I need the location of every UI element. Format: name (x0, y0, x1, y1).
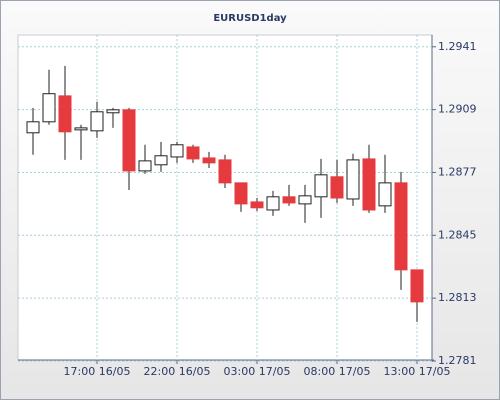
x-tick-label: 13:00 17/05 (384, 365, 451, 378)
candle-body (378, 182, 392, 207)
candle-body (330, 176, 344, 199)
y-tick-label: 1.2877 (438, 165, 477, 178)
candle-body (122, 109, 136, 172)
y-tick-label: 1.2909 (438, 103, 477, 116)
candle-body (106, 109, 120, 114)
candle-body (234, 182, 248, 205)
candle-body (90, 111, 104, 132)
candle-body (138, 160, 152, 172)
candle-body (218, 159, 232, 184)
y-tick-label: 1.2941 (438, 40, 477, 53)
x-tick-label: 03:00 17/05 (224, 365, 291, 378)
candle-body (74, 127, 88, 131)
candle-body (202, 157, 216, 164)
candle-body (266, 196, 280, 211)
candle-body (314, 174, 328, 198)
chart-title: EURUSD1day (213, 13, 287, 24)
y-tick-label: 1.2781 (438, 354, 477, 367)
x-tick-label: 22:00 16/05 (144, 365, 211, 378)
candle-body (362, 158, 376, 211)
y-tick-label: 1.2813 (438, 291, 477, 304)
candle-body (250, 201, 264, 209)
x-tick-label: 17:00 16/05 (64, 365, 131, 378)
candle-body (394, 182, 408, 271)
candle-body (282, 196, 296, 204)
candle-body (58, 95, 72, 133)
candle-body (298, 195, 312, 205)
candle-body (186, 146, 200, 160)
candle-body (170, 144, 184, 158)
candle-body (410, 269, 424, 303)
y-tick-label: 1.2845 (438, 228, 477, 241)
candle-body (42, 93, 56, 123)
candle-body (346, 159, 360, 200)
candle-body (26, 121, 40, 134)
candle-body (154, 155, 168, 166)
x-tick-label: 08:00 17/05 (304, 365, 371, 378)
